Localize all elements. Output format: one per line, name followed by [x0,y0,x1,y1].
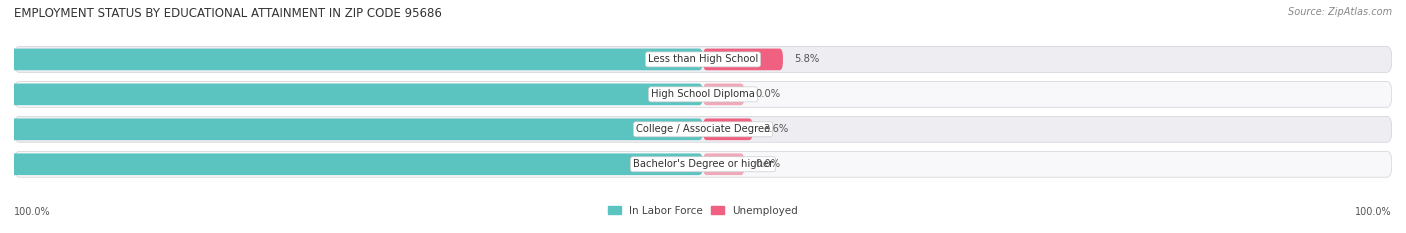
FancyBboxPatch shape [703,49,783,70]
Text: 100.0%: 100.0% [14,207,51,217]
Legend: In Labor Force, Unemployed: In Labor Force, Unemployed [609,206,797,216]
FancyBboxPatch shape [703,84,744,105]
Text: 5.8%: 5.8% [794,55,820,64]
FancyBboxPatch shape [703,118,752,140]
Text: 0.0%: 0.0% [755,89,780,99]
Text: Less than High School: Less than High School [648,55,758,64]
FancyBboxPatch shape [14,81,1392,107]
FancyBboxPatch shape [14,47,1392,72]
Text: Source: ZipAtlas.com: Source: ZipAtlas.com [1288,7,1392,17]
FancyBboxPatch shape [0,154,703,175]
FancyBboxPatch shape [703,154,744,175]
Text: 3.6%: 3.6% [763,124,789,134]
Text: Bachelor's Degree or higher: Bachelor's Degree or higher [633,159,773,169]
FancyBboxPatch shape [14,151,1392,177]
Text: High School Diploma: High School Diploma [651,89,755,99]
FancyBboxPatch shape [0,118,703,140]
Text: 100.0%: 100.0% [1355,207,1392,217]
Text: 0.0%: 0.0% [755,159,780,169]
FancyBboxPatch shape [14,116,1392,142]
FancyBboxPatch shape [0,49,703,70]
Text: College / Associate Degree: College / Associate Degree [636,124,770,134]
FancyBboxPatch shape [0,84,703,105]
Text: EMPLOYMENT STATUS BY EDUCATIONAL ATTAINMENT IN ZIP CODE 95686: EMPLOYMENT STATUS BY EDUCATIONAL ATTAINM… [14,7,441,20]
